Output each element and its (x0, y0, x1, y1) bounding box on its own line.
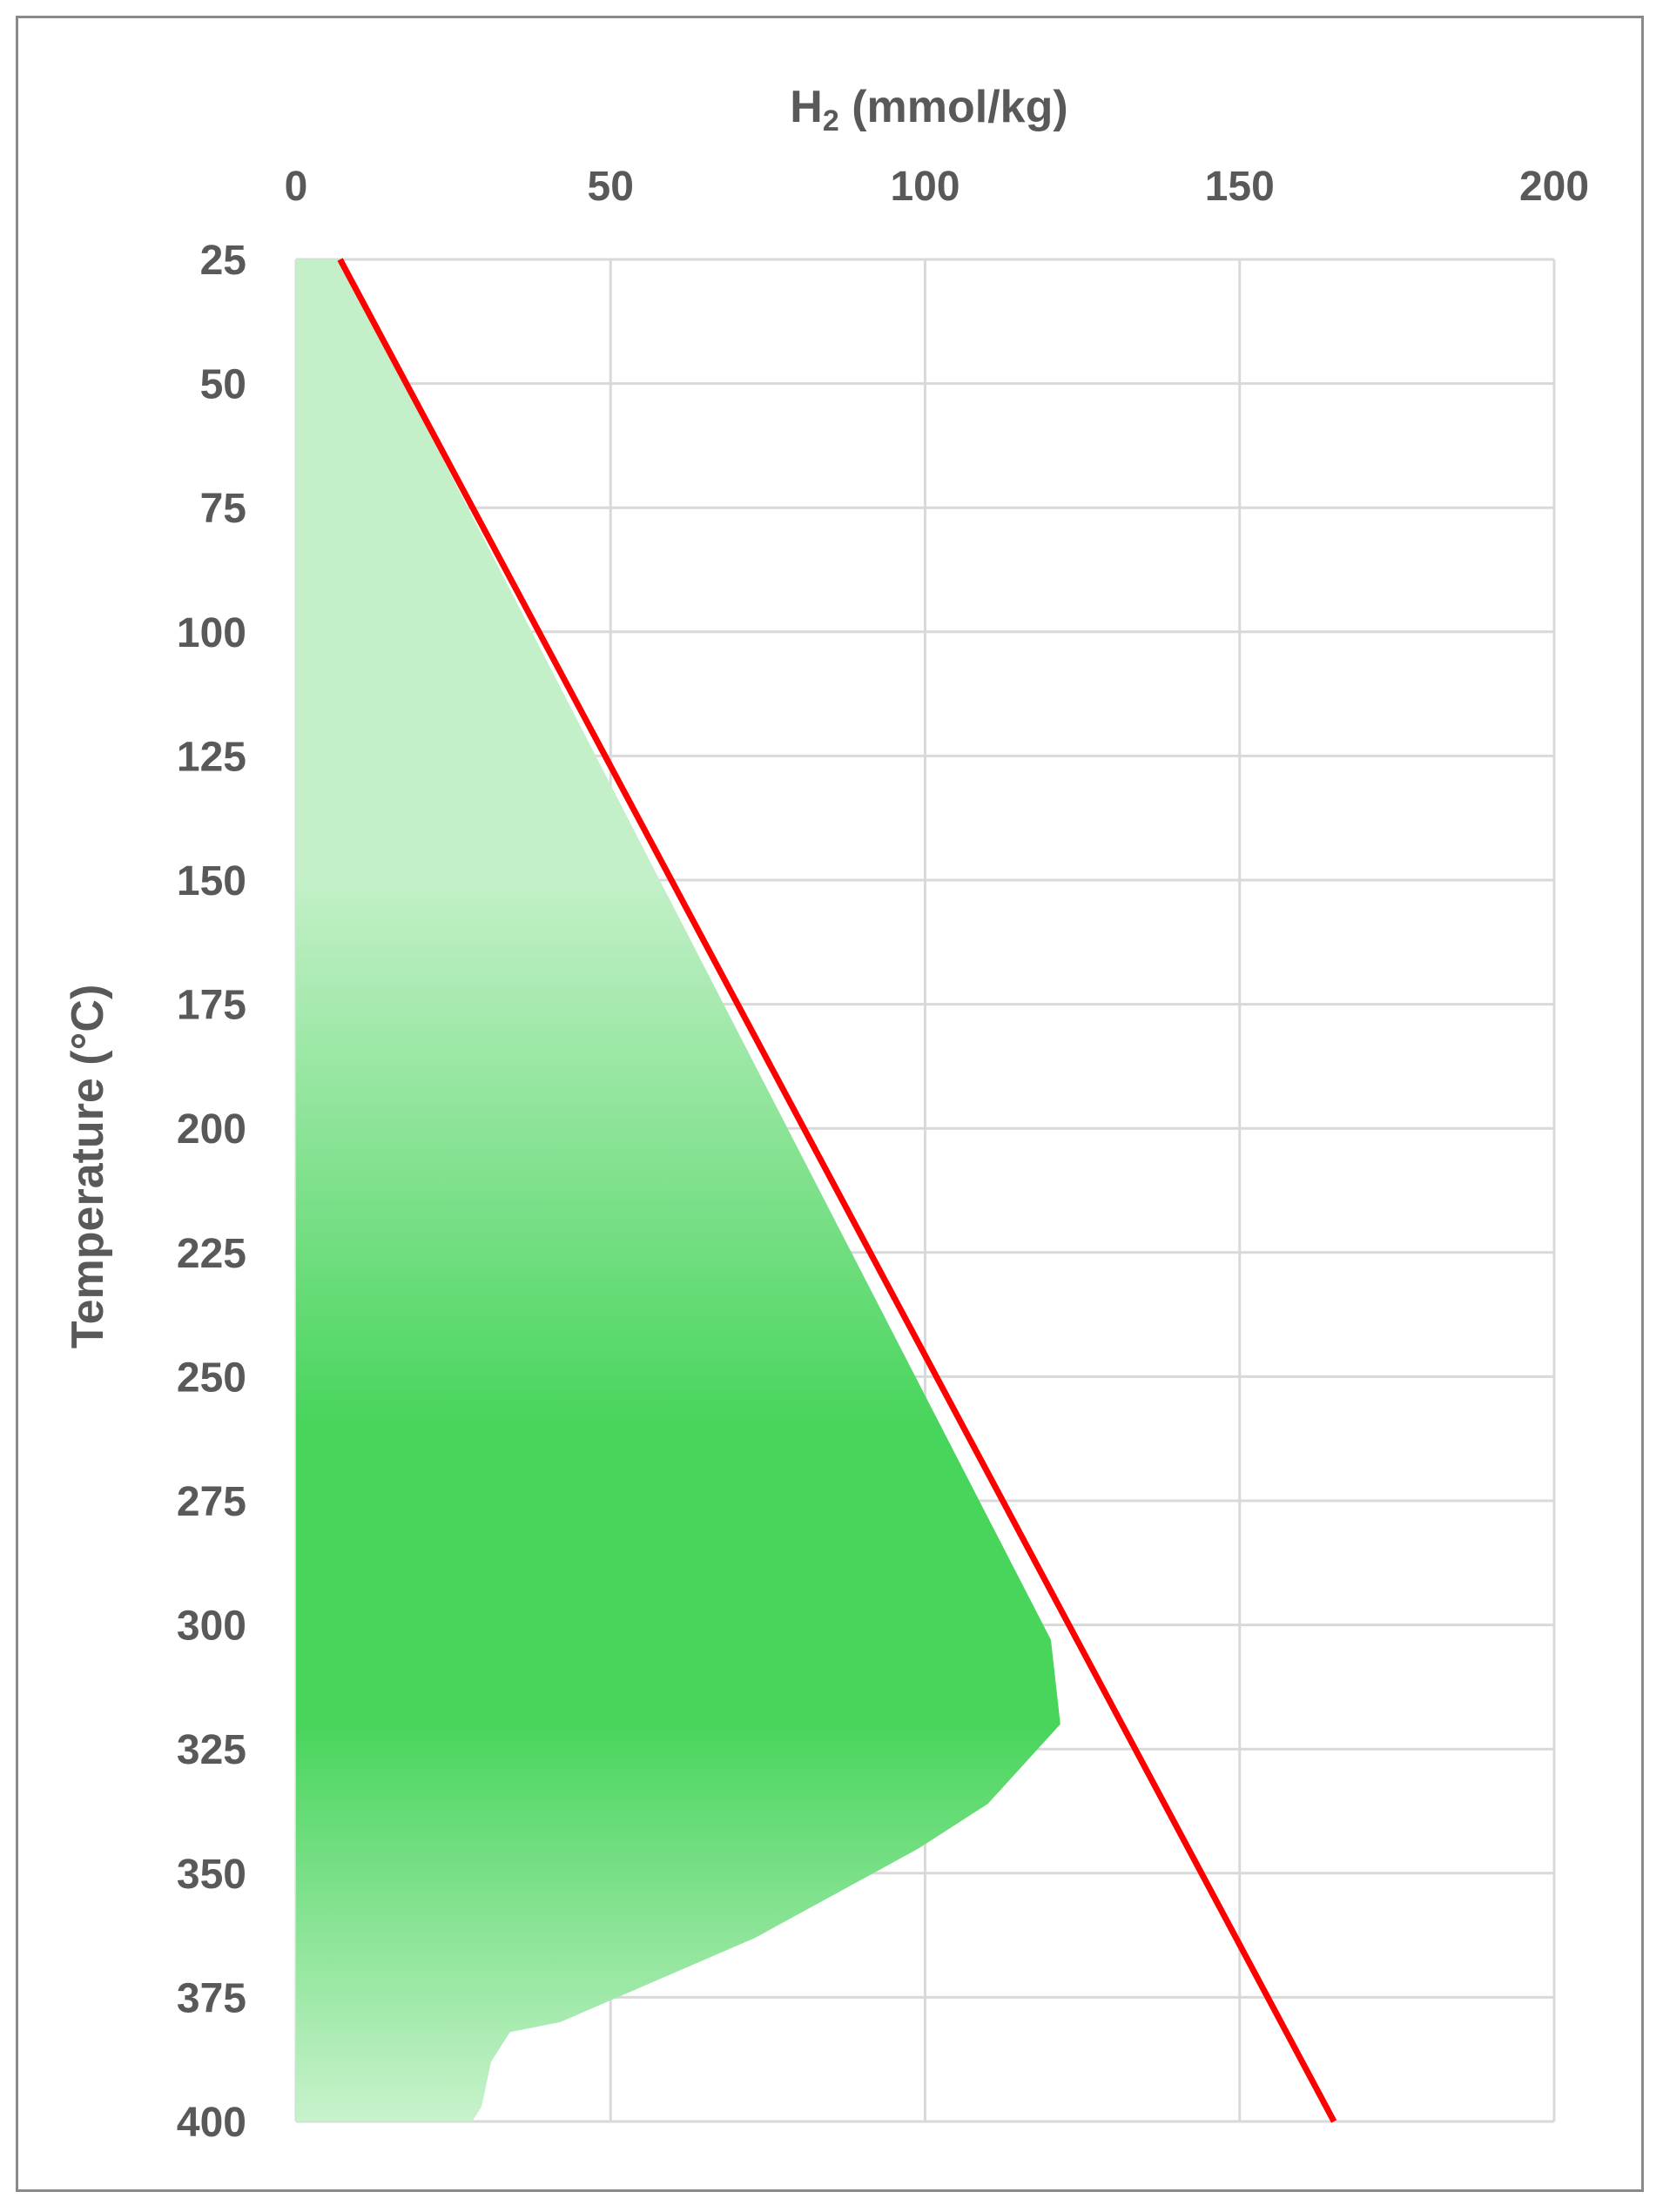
y-tick-label-75: 75 (200, 486, 246, 532)
h2-line (337, 258, 1337, 2123)
x-tick-label-100: 100 (890, 164, 959, 210)
y-axis-title: Temperature (°C) (63, 985, 113, 1349)
y-tick-label-325: 325 (177, 1727, 246, 1773)
y-tick-label-400: 400 (177, 2100, 246, 2146)
y-tick-label-250: 250 (177, 1355, 246, 1401)
y-tick-label-300: 300 (177, 1604, 246, 1650)
x-tick-label-150: 150 (1205, 164, 1275, 210)
x-axis-title: H2 (mmol/kg) (790, 82, 1067, 138)
x-tick-label-0: 0 (285, 164, 308, 210)
y-tick-label-175: 175 (177, 983, 246, 1029)
x-tick-label-50: 50 (588, 164, 634, 210)
y-tick-label-150: 150 (177, 858, 246, 904)
x-tick-label-200: 200 (1519, 164, 1589, 210)
x-axis-title-subscript: 2 (823, 104, 839, 138)
x-axis-title-rest: (mmol/kg) (839, 82, 1068, 132)
y-tick-label-125: 125 (177, 734, 246, 780)
h2-area (296, 259, 1060, 2121)
y-tick-label-275: 275 (177, 1479, 246, 1525)
y-tick-label-375: 375 (177, 1975, 246, 2021)
y-tick-label-50: 50 (200, 362, 246, 408)
y-tick-label-25: 25 (200, 238, 246, 284)
y-tick-label-100: 100 (177, 610, 246, 656)
y-tick-label-200: 200 (177, 1106, 246, 1153)
y-tick-label-350: 350 (177, 1852, 246, 1898)
x-axis-title-main: H (790, 82, 823, 132)
y-tick-label-225: 225 (177, 1231, 246, 1277)
